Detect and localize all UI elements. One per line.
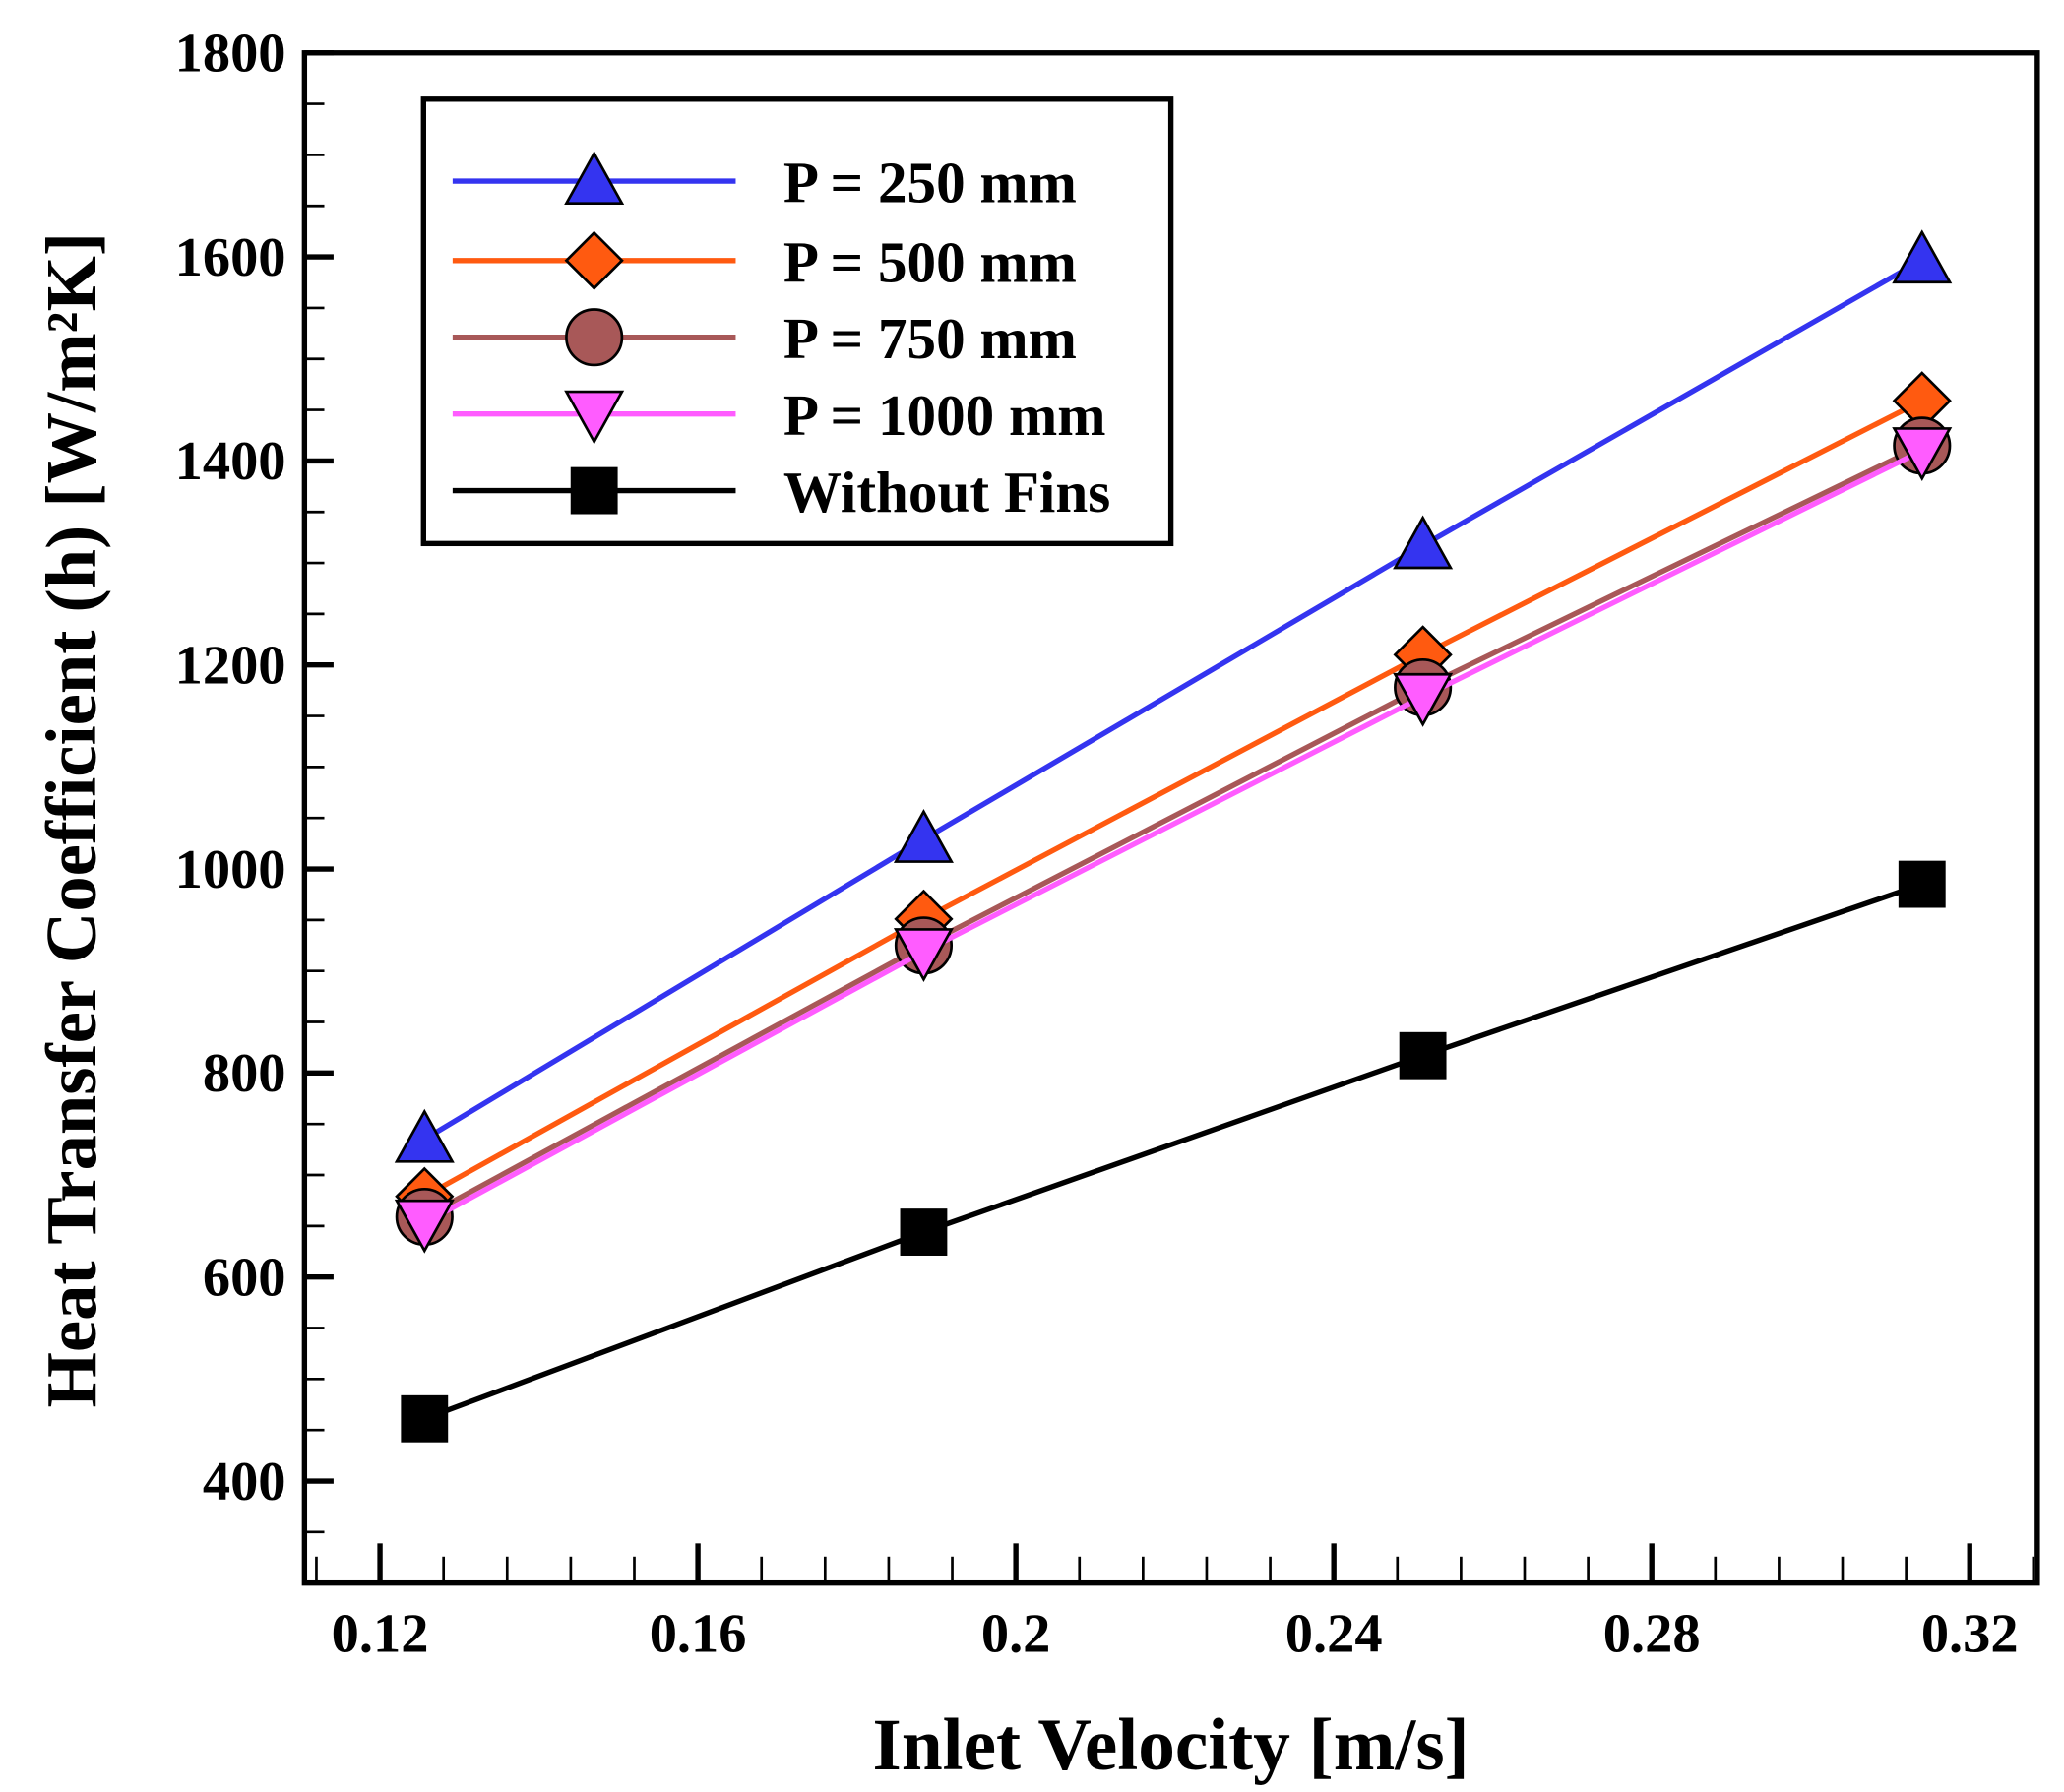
y-axis-label: Heat Transfer Coefficient (h) [W/m²K] <box>31 232 111 1408</box>
data-point <box>1399 1031 1447 1080</box>
x-tick-label: 0.2 <box>981 1604 1051 1665</box>
legend-marker <box>564 151 625 206</box>
data-point <box>1892 229 1953 284</box>
y-tick-label: 1000 <box>175 839 286 900</box>
y-tick-label: 600 <box>203 1247 286 1308</box>
series-line <box>422 398 1923 1200</box>
x-tick-label: 0.28 <box>1603 1604 1701 1665</box>
data-point <box>893 928 954 982</box>
data-point <box>1393 672 1454 727</box>
series-p-250-mm <box>394 229 1953 1163</box>
axis-ticks: 400 600 800 1000 1200 1400 1600 1800 0.12 0.16 0.2… <box>175 24 2035 1665</box>
y-tick-label: 1400 <box>175 431 286 492</box>
legend-label: P = 1000 mm <box>783 383 1106 448</box>
legend-label: P = 250 mm <box>783 151 1077 216</box>
legend-box <box>420 96 1174 547</box>
legend-marker <box>565 308 624 367</box>
series-line <box>423 448 1923 1226</box>
data-point <box>394 1199 455 1254</box>
data-point <box>401 1394 449 1443</box>
legend-marker <box>564 390 625 445</box>
legend: P = 250 mm P = 500 mm P = 750 mm P = 1000 m… <box>420 96 1174 547</box>
data-point <box>893 808 954 863</box>
plot-area-frame <box>301 50 2040 1586</box>
x-tick-label: 0.16 <box>650 1604 747 1665</box>
legend-marker <box>564 230 624 290</box>
y-tick-label: 1600 <box>175 227 286 288</box>
legend-item: Without Fins <box>452 460 1110 525</box>
data-point <box>1892 427 1953 482</box>
legend-item: P = 750 mm <box>452 306 1077 371</box>
legend-label: P = 750 mm <box>783 306 1077 371</box>
data-point <box>1393 515 1454 570</box>
legend-item: P = 1000 mm <box>452 383 1106 448</box>
x-tick-label: 0.12 <box>332 1604 429 1665</box>
series-line <box>422 257 1924 1143</box>
y-tick-label: 1200 <box>175 636 286 697</box>
legend-label: P = 500 mm <box>783 229 1077 294</box>
series-p-1000-mm <box>394 427 1953 1254</box>
x-tick-label: 0.32 <box>1921 1604 2019 1665</box>
legend-item: P = 250 mm <box>452 151 1077 216</box>
series-line <box>423 882 1923 1422</box>
y-tick-label: 400 <box>203 1452 286 1513</box>
legend-label: Without Fins <box>783 460 1110 525</box>
y-tick-label: 1800 <box>175 24 286 85</box>
legend-marker <box>570 466 618 515</box>
series-group <box>394 229 1953 1443</box>
data-point <box>1898 860 1946 908</box>
series-line <box>423 443 1923 1219</box>
legend-item: P = 500 mm <box>452 229 1077 294</box>
y-tick-label: 800 <box>203 1043 286 1104</box>
x-tick-label: 0.24 <box>1285 1604 1383 1665</box>
x-axis-label: Inlet Velocity [m/s] <box>873 1704 1470 1786</box>
data-point <box>900 1208 948 1256</box>
data-point <box>394 1108 455 1163</box>
series-without-fins <box>401 860 1946 1443</box>
